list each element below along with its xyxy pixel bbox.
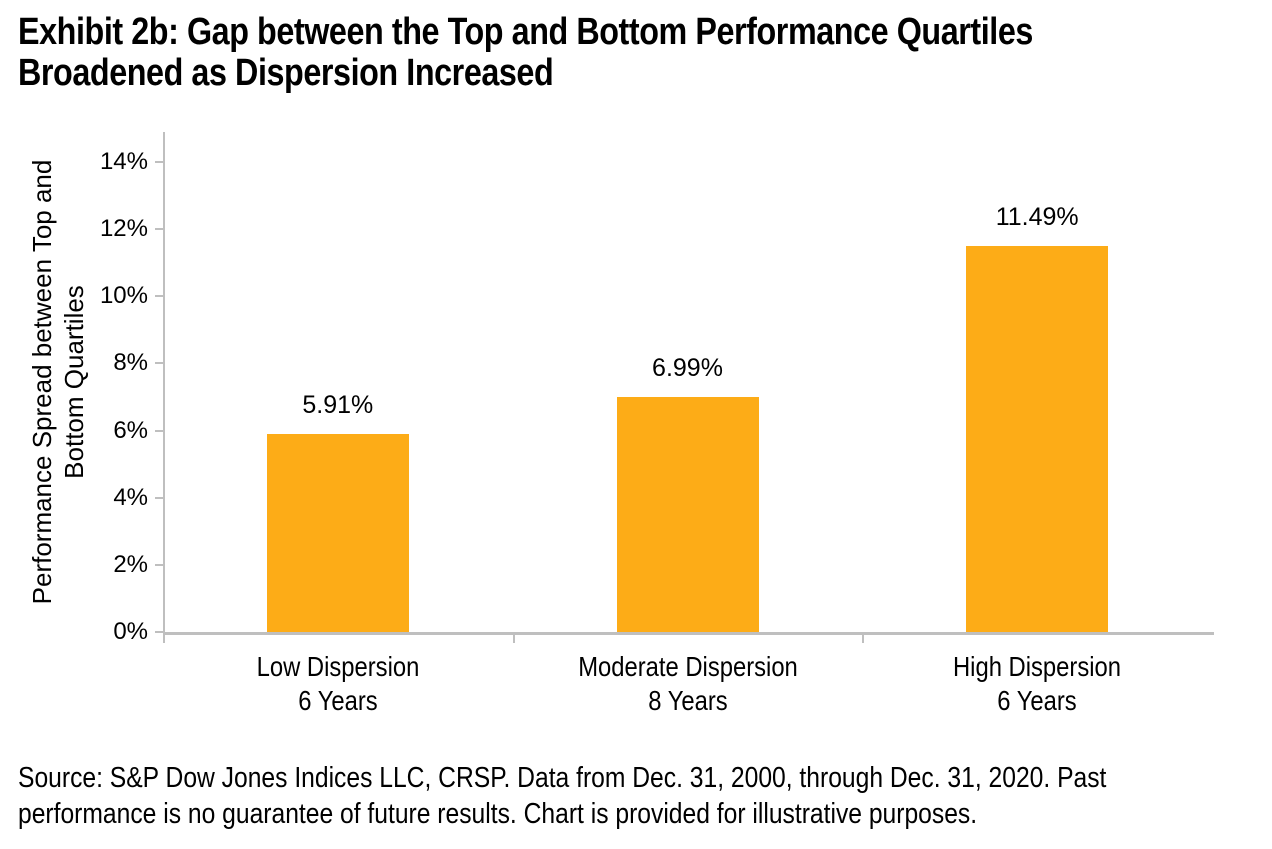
chart-title-line-1: Exhibit 2b: Gap between the Top and Bott…: [18, 11, 1033, 53]
x-axis-line: [163, 632, 1214, 635]
y-tick-mark: [155, 295, 163, 298]
category-label-high-dispersion: High Dispersion 6 Years: [953, 651, 1122, 716]
source-note: Source: S&P Dow Jones Indices LLC, CRSP.…: [18, 760, 1106, 832]
y-tick-label: 8%: [113, 349, 148, 377]
y-tick-label: 10%: [99, 282, 148, 310]
y-tick-mark: [155, 429, 163, 432]
y-tick-mark: [155, 631, 163, 633]
bar-high-dispersion: [966, 246, 1109, 632]
category-label-moderate-dispersion: Moderate Dispersion 8 Years: [577, 651, 798, 716]
source-note-line-1: Source: S&P Dow Jones Indices LLC, CRSP.…: [18, 762, 1107, 794]
value-label-moderate-dispersion: 6.99%: [652, 354, 723, 383]
y-tick-mark: [155, 228, 163, 231]
y-tick-label: 12%: [99, 215, 148, 243]
x-tick-mark: [512, 635, 515, 643]
y-tick-mark: [155, 563, 163, 566]
y-tick-label: 6%: [113, 416, 148, 444]
y-tick-mark: [155, 161, 163, 163]
y-tick-label: 14%: [99, 148, 148, 175]
value-label-high-dispersion: 11.49%: [995, 203, 1079, 232]
y-tick-label: 0%: [113, 618, 148, 645]
y-tick-label: 4%: [113, 483, 148, 511]
x-tick-mark: [862, 635, 865, 643]
y-axis-title: Performance Spread between Top and Botto…: [27, 159, 89, 605]
chart-title-line-2: Broadened as Dispersion Increased: [18, 52, 554, 94]
y-tick-label: 2%: [113, 550, 148, 578]
value-label-low-dispersion: 5.91%: [302, 390, 374, 419]
chart-title: Exhibit 2b: Gap between the Top and Bott…: [18, 12, 1033, 94]
x-tick-mark: [163, 635, 165, 643]
bar-moderate-dispersion: [616, 397, 759, 632]
bar-low-dispersion: [266, 433, 409, 632]
category-label-low-dispersion: Low Dispersion 6 Years: [256, 651, 420, 716]
source-note-line-2: performance is no guarantee of future re…: [18, 798, 978, 830]
y-axis-line: [163, 132, 165, 632]
y-tick-mark: [155, 362, 163, 365]
y-tick-mark: [155, 496, 163, 499]
